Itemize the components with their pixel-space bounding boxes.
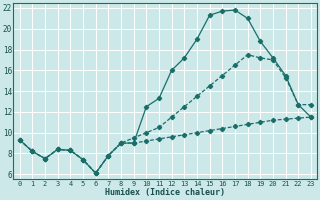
X-axis label: Humidex (Indice chaleur): Humidex (Indice chaleur) — [105, 188, 225, 197]
